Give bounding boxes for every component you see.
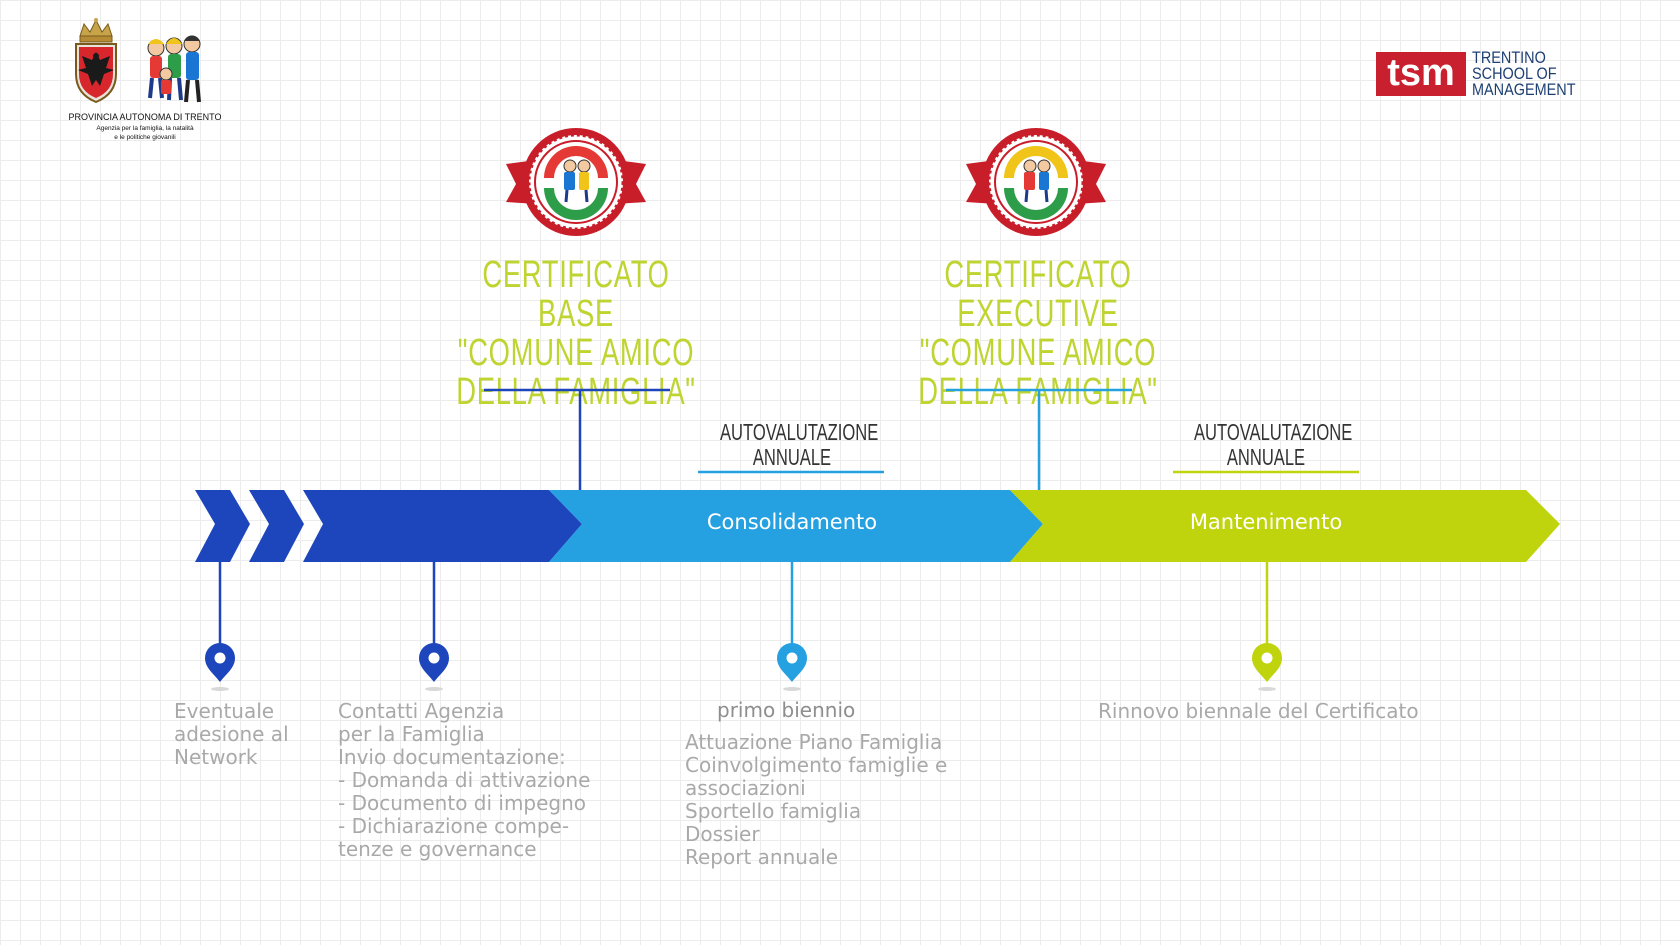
location-pin-icon [777, 643, 807, 691]
phase-label-mantenimento: Mantenimento [1189, 510, 1343, 534]
certificate-base-line-2: "COMUNE AMICO [457, 332, 695, 374]
location-pin-icon [419, 643, 449, 691]
tsm-text-line-3: MANAGEMENT [1472, 80, 1576, 99]
crown-icon [79, 18, 113, 43]
certificate-badge-executive [966, 128, 1106, 236]
autovalutazione-1-line-2: ANNUALE [752, 444, 832, 470]
milestone-2-note: Contatti Agenzia per la Famiglia Invio d… [338, 700, 638, 861]
location-pin-icon [1252, 643, 1282, 691]
milestone-3-note: Attuazione Piano Famiglia Coinvolgimento… [685, 731, 1015, 869]
milestone-1-line-1: Eventuale [174, 699, 275, 723]
family-cartoon-icon [147, 35, 201, 103]
phase-label-consolidamento: Consolidamento [706, 510, 878, 534]
milestone-1-line-3: Network [174, 745, 258, 769]
autovalutazione-label-1: AUTOVALUTAZIONE ANNUALE [720, 419, 879, 470]
milestone-4-note: Rinnovo biennale del Certificato [1098, 700, 1478, 723]
badge-seal-icon [506, 128, 646, 236]
certificate-executive-line-2: "COMUNE AMICO [919, 332, 1157, 374]
milestone-1-note: Eventuale adesione al Network [174, 700, 324, 769]
milestone-3-heading: primo biennio [717, 698, 856, 722]
milestone-3-line-3: associazioni [685, 776, 806, 800]
milestone-2-line-6: - Dichiarazione compe- [338, 814, 570, 838]
certificate-executive-line-1: CERTIFICATO EXECUTIVE [944, 254, 1132, 335]
provincia-subtitle-2: e le politiche giovanili [114, 134, 176, 141]
phase-segment-consolidamento [549, 490, 1043, 562]
tsm-logo-text: TRENTINO SCHOOL OF MANAGEMENT [1472, 48, 1576, 99]
badge-seal-icon [966, 128, 1106, 236]
milestone-3-line-6: Report annuale [685, 845, 839, 869]
milestone-2-line-7: tenze e governance [338, 837, 537, 861]
certificate-executive-title: CERTIFICATO EXECUTIVE "COMUNE AMICO DELL… [894, 256, 1182, 412]
autovalutazione-2-line-2: ANNUALE [1226, 444, 1306, 470]
milestone-2-line-4: - Domanda di attivazione [338, 768, 591, 792]
provincia-subtitle-1: Agenzia per la famiglia, la natalità [96, 125, 194, 132]
milestone-3-line-2: Coinvolgimento famiglie e [685, 753, 948, 777]
autovalutazione-1-line-1: AUTOVALUTAZIONE [720, 419, 879, 445]
certificate-base-line-1: CERTIFICATO BASE [482, 254, 670, 335]
certificate-base-title: CERTIFICATO BASE "COMUNE AMICO DELLA FAM… [446, 256, 705, 412]
location-pin-icon [205, 643, 235, 691]
certificate-badge-base [506, 128, 646, 236]
certificate-base-line-3: DELLA FAMIGLIA" [456, 371, 696, 413]
milestone-3-line-1: Attuazione Piano Famiglia [685, 730, 943, 754]
tsm-text-line-2: SCHOOL OF [1472, 64, 1557, 83]
milestone-3-line-5: Dossier [685, 822, 760, 846]
certificate-executive-line-3: DELLA FAMIGLIA" [918, 371, 1158, 413]
chevron-2 [249, 490, 304, 562]
coat-of-arms-icon [75, 43, 117, 104]
autovalutazione-2-line-1: AUTOVALUTAZIONE [1194, 419, 1353, 445]
milestone-2-line-1: Contatti Agenzia [338, 699, 505, 723]
provincia-logo [75, 18, 201, 104]
chevron-1 [195, 490, 250, 562]
provincia-name: PROVINCIA AUTONOMA DI TRENTO [68, 112, 222, 122]
phase-segment-start [303, 490, 582, 562]
milestone-2-line-2: per la Famiglia [338, 722, 485, 746]
tsm-logo-mark: tsm [1376, 52, 1466, 96]
autovalutazione-label-2: AUTOVALUTAZIONE ANNUALE [1194, 419, 1353, 470]
milestone-1-line-2: adesione al [174, 722, 289, 746]
tsm-text-line-1: TRENTINO [1472, 48, 1546, 67]
milestone-4-line-1: Rinnovo biennale del Certificato [1098, 699, 1419, 723]
phase-segment-mantenimento [1010, 490, 1560, 562]
milestone-2-line-3: Invio documentazione: [338, 745, 566, 769]
milestone-3-line-4: Sportello famiglia [685, 799, 862, 823]
milestone-2-line-5: - Documento di impegno [338, 791, 587, 815]
